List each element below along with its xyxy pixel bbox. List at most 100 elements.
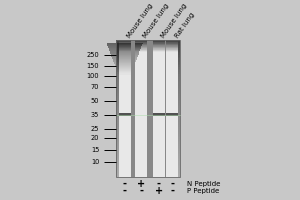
Bar: [116, 151, 180, 153]
Bar: [165, 40, 166, 177]
Bar: [118, 46, 130, 47]
Bar: [118, 72, 131, 73]
Bar: [116, 124, 180, 125]
Text: 20: 20: [91, 135, 99, 141]
Bar: [116, 48, 180, 50]
Bar: [117, 69, 133, 70]
Bar: [147, 40, 153, 177]
Bar: [116, 60, 180, 62]
Bar: [116, 112, 180, 113]
Bar: [116, 45, 180, 46]
Bar: [135, 52, 147, 53]
Bar: [112, 57, 137, 58]
Bar: [135, 47, 147, 48]
Bar: [153, 51, 165, 52]
Bar: [116, 141, 180, 142]
Bar: [108, 46, 141, 47]
Bar: [135, 45, 147, 46]
Text: 35: 35: [91, 112, 99, 118]
Bar: [135, 43, 147, 44]
Bar: [116, 158, 180, 159]
Bar: [116, 41, 180, 43]
Text: 25: 25: [91, 126, 99, 132]
Bar: [116, 108, 180, 110]
Bar: [116, 65, 180, 67]
Bar: [167, 47, 178, 48]
Bar: [116, 161, 180, 163]
Bar: [167, 113, 178, 116]
Bar: [116, 81, 180, 82]
Bar: [153, 45, 165, 46]
Bar: [135, 44, 147, 45]
Bar: [118, 50, 130, 51]
Bar: [116, 139, 180, 141]
Text: -: -: [123, 186, 127, 196]
Bar: [116, 113, 180, 115]
Bar: [116, 103, 180, 105]
Bar: [116, 40, 180, 177]
Bar: [153, 47, 165, 48]
Bar: [167, 50, 178, 51]
Text: P Peptide: P Peptide: [187, 188, 220, 194]
Bar: [118, 47, 130, 48]
Bar: [118, 49, 130, 50]
Bar: [116, 134, 180, 136]
Text: 15: 15: [91, 147, 99, 153]
Bar: [116, 142, 180, 144]
Bar: [116, 110, 180, 112]
Bar: [135, 49, 147, 50]
Bar: [116, 93, 180, 94]
Bar: [116, 165, 180, 166]
Bar: [116, 159, 180, 161]
Bar: [116, 175, 180, 177]
Bar: [135, 46, 147, 47]
Bar: [116, 132, 180, 134]
Bar: [116, 100, 180, 101]
Bar: [116, 118, 180, 120]
Bar: [116, 117, 180, 118]
Bar: [110, 51, 139, 53]
Bar: [116, 166, 180, 168]
Bar: [116, 96, 180, 98]
Text: 70: 70: [91, 84, 99, 90]
Bar: [167, 49, 178, 50]
Bar: [118, 73, 131, 75]
Bar: [115, 64, 135, 65]
Bar: [116, 72, 180, 74]
Bar: [116, 89, 180, 91]
Text: Mouse lung: Mouse lung: [160, 2, 188, 39]
Bar: [116, 86, 180, 88]
Bar: [116, 173, 180, 175]
Bar: [167, 48, 178, 49]
Bar: [116, 129, 180, 130]
Bar: [135, 40, 147, 41]
Bar: [116, 136, 180, 137]
Bar: [116, 156, 180, 158]
Bar: [110, 53, 139, 54]
Bar: [116, 105, 180, 106]
Bar: [153, 40, 165, 177]
Bar: [116, 125, 180, 127]
Bar: [153, 42, 165, 43]
Bar: [116, 146, 180, 148]
Bar: [116, 52, 180, 53]
Bar: [153, 40, 165, 41]
Bar: [118, 43, 130, 44]
Bar: [167, 43, 178, 44]
Bar: [153, 50, 165, 51]
Bar: [116, 137, 180, 139]
Bar: [167, 40, 178, 177]
Bar: [116, 69, 180, 70]
Bar: [116, 98, 180, 100]
Bar: [153, 48, 165, 49]
Text: Rat lung: Rat lung: [174, 11, 196, 39]
Bar: [135, 41, 147, 42]
Bar: [116, 88, 180, 89]
Bar: [116, 101, 180, 103]
Bar: [116, 144, 180, 146]
Bar: [135, 42, 147, 43]
Bar: [112, 56, 138, 57]
Bar: [116, 170, 180, 171]
Bar: [116, 82, 180, 84]
Bar: [130, 40, 135, 177]
